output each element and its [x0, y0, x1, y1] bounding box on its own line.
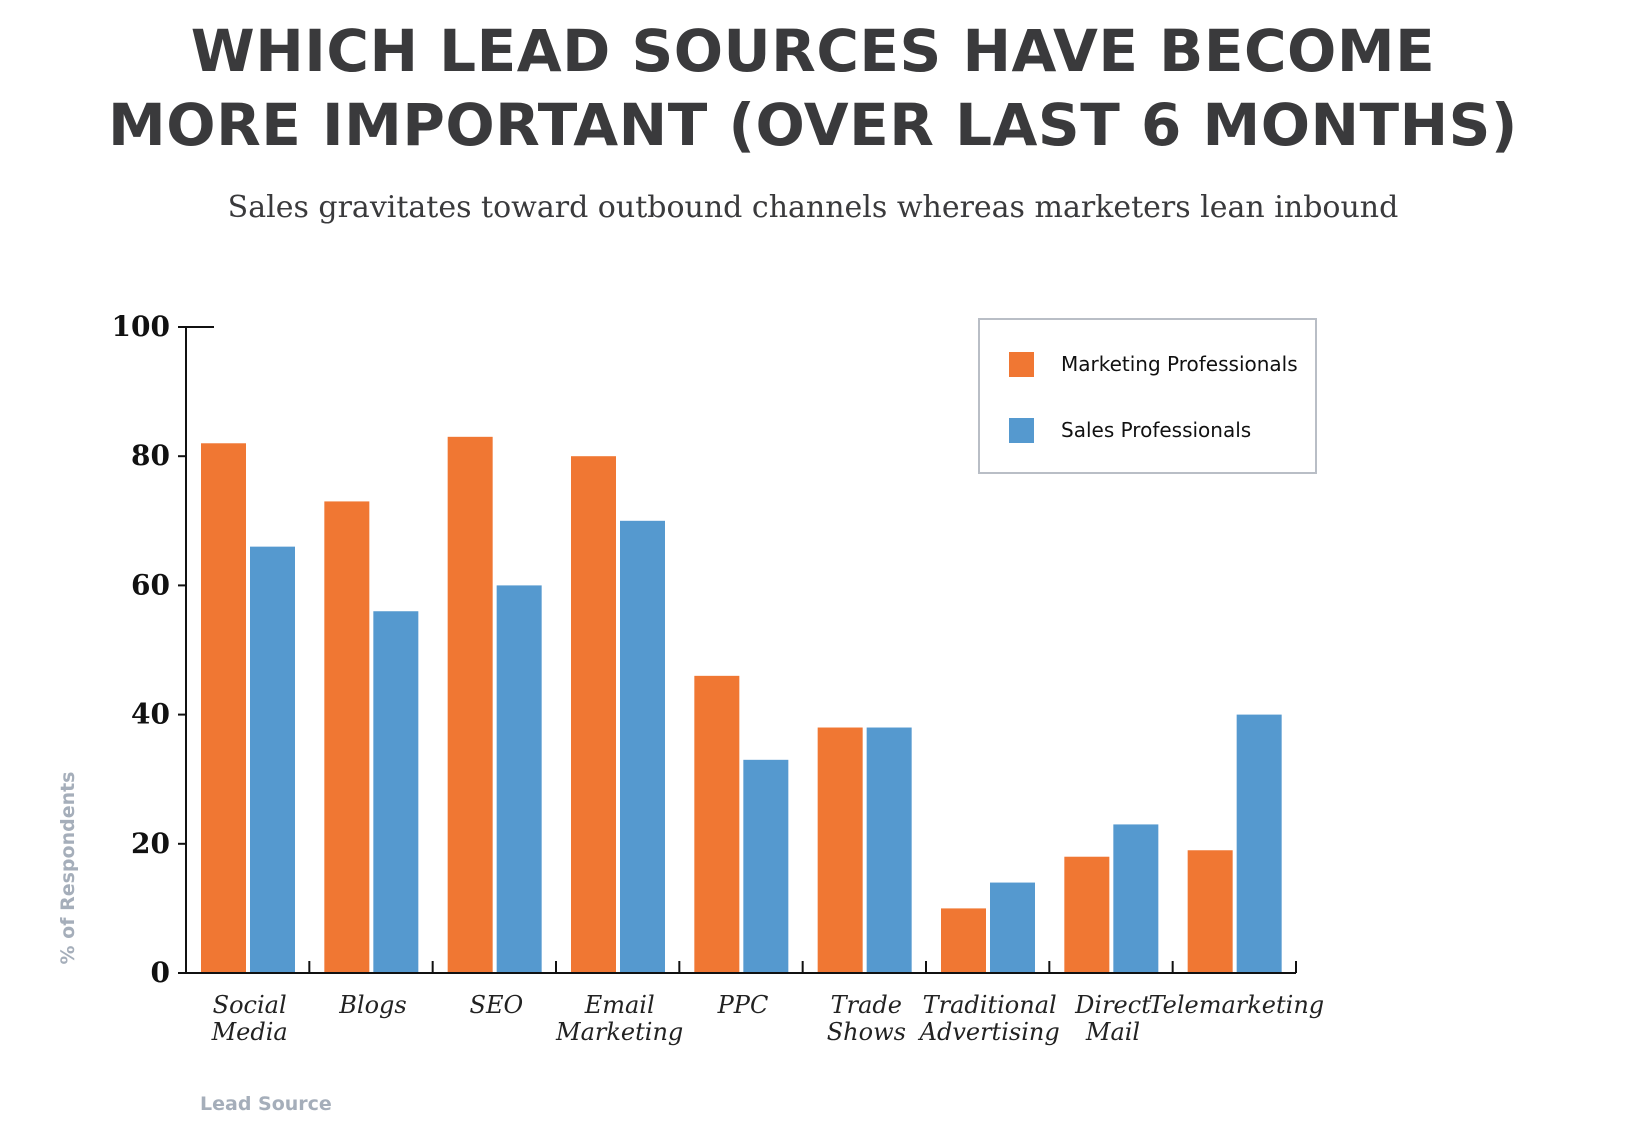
bar-sales-7 [1113, 824, 1159, 973]
x-category-label: Telemarketing [1149, 991, 1325, 1019]
y-tick-label: 40 [131, 698, 170, 731]
bar-sales-1 [373, 611, 419, 973]
y-tick-label: 0 [151, 956, 170, 989]
x-category-label: Trade Shows [827, 991, 906, 1046]
bar-marketing-0 [201, 443, 246, 973]
bar-sales-5 [866, 727, 912, 973]
x-category-label: Blogs [338, 991, 406, 1019]
legend-swatch-marketing [1009, 352, 1034, 377]
bar-sales-4 [743, 759, 789, 973]
x-category-label: Email Marketing [555, 991, 683, 1046]
x-category-label: SEO [470, 991, 524, 1019]
y-tick-label: 100 [112, 310, 170, 343]
bar-marketing-7 [1064, 856, 1110, 973]
chart-subtitle: Sales gravitates toward outbound channel… [227, 190, 1399, 225]
bar-marketing-6 [941, 908, 986, 973]
labels-layer: 0 20 40 60 80 100 Social Media Blogs SEO Email Mark… [112, 310, 1325, 1046]
bar-sales-3 [620, 520, 665, 973]
legend-label-sales: Sales Professionals [1061, 418, 1251, 442]
bar-marketing-8 [1187, 850, 1233, 973]
y-tick-label: 60 [131, 568, 170, 601]
x-category-label: Social Media [211, 991, 288, 1046]
chart-title-line-2: MORE IMPORTANT (OVER LAST 6 MONTHS) [108, 91, 1518, 159]
y-axis-title: % of Respondents [57, 772, 79, 965]
bar-marketing-5 [817, 727, 863, 973]
bar-marketing-3 [571, 456, 616, 973]
axes-layer [178, 326, 1297, 974]
x-category-label: PPC [717, 991, 769, 1019]
x-category-label: Direct Mail [1074, 991, 1151, 1046]
bar-marketing-1 [324, 501, 370, 973]
x-category-label: Traditional Advertising [918, 991, 1060, 1046]
bar-sales-2 [496, 585, 542, 973]
bar-marketing-2 [447, 436, 493, 973]
bar-sales-6 [990, 882, 1035, 973]
bar-marketing-4 [694, 675, 740, 973]
y-tick-label: 20 [131, 827, 170, 860]
x-axis-title: Lead Source [200, 1093, 332, 1115]
chart-title: WHICH LEAD SOURCES HAVE BECOME MORE IMPO… [0, 14, 1626, 162]
legend-box [978, 318, 1317, 474]
y-tick-label: 80 [131, 439, 170, 472]
bars-layer [201, 436, 1282, 973]
chart-title-line-1: WHICH LEAD SOURCES HAVE BECOME [190, 17, 1436, 85]
legend-swatch-sales [1009, 418, 1034, 443]
legend: Marketing Professionals Sales Professiona… [978, 318, 1317, 474]
bar-sales-8 [1236, 714, 1282, 973]
legend-label-marketing: Marketing Professionals [1061, 352, 1298, 376]
bar-sales-0 [250, 546, 295, 973]
